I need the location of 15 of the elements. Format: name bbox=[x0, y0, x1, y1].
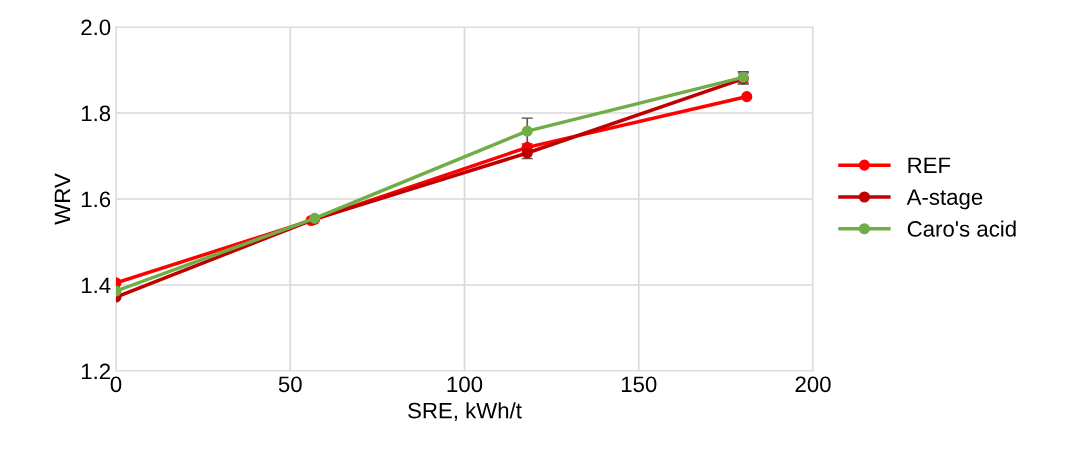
y-tick-label: 2.0 bbox=[81, 19, 111, 36]
y-tick-label: 1.8 bbox=[81, 105, 111, 122]
x-tick-label: 0 bbox=[110, 376, 122, 393]
y-tick-label: 1.6 bbox=[81, 191, 111, 208]
x-axis-title: SRE, kWh/t bbox=[408, 402, 522, 422]
x-tick-label: 100 bbox=[447, 376, 483, 393]
y-tick-label: 1.2 bbox=[81, 363, 111, 380]
y-axis-title: WRV bbox=[54, 173, 71, 225]
legend-label: A-stage bbox=[906, 189, 983, 210]
y-tick-label: 1.4 bbox=[81, 277, 111, 294]
x-tick-label: 150 bbox=[621, 376, 657, 393]
legend-label: Caro's acid bbox=[907, 220, 1016, 237]
legend-label: REF bbox=[908, 157, 951, 173]
x-tick-label: 50 bbox=[278, 376, 302, 393]
x-tick-label: 200 bbox=[795, 376, 831, 393]
